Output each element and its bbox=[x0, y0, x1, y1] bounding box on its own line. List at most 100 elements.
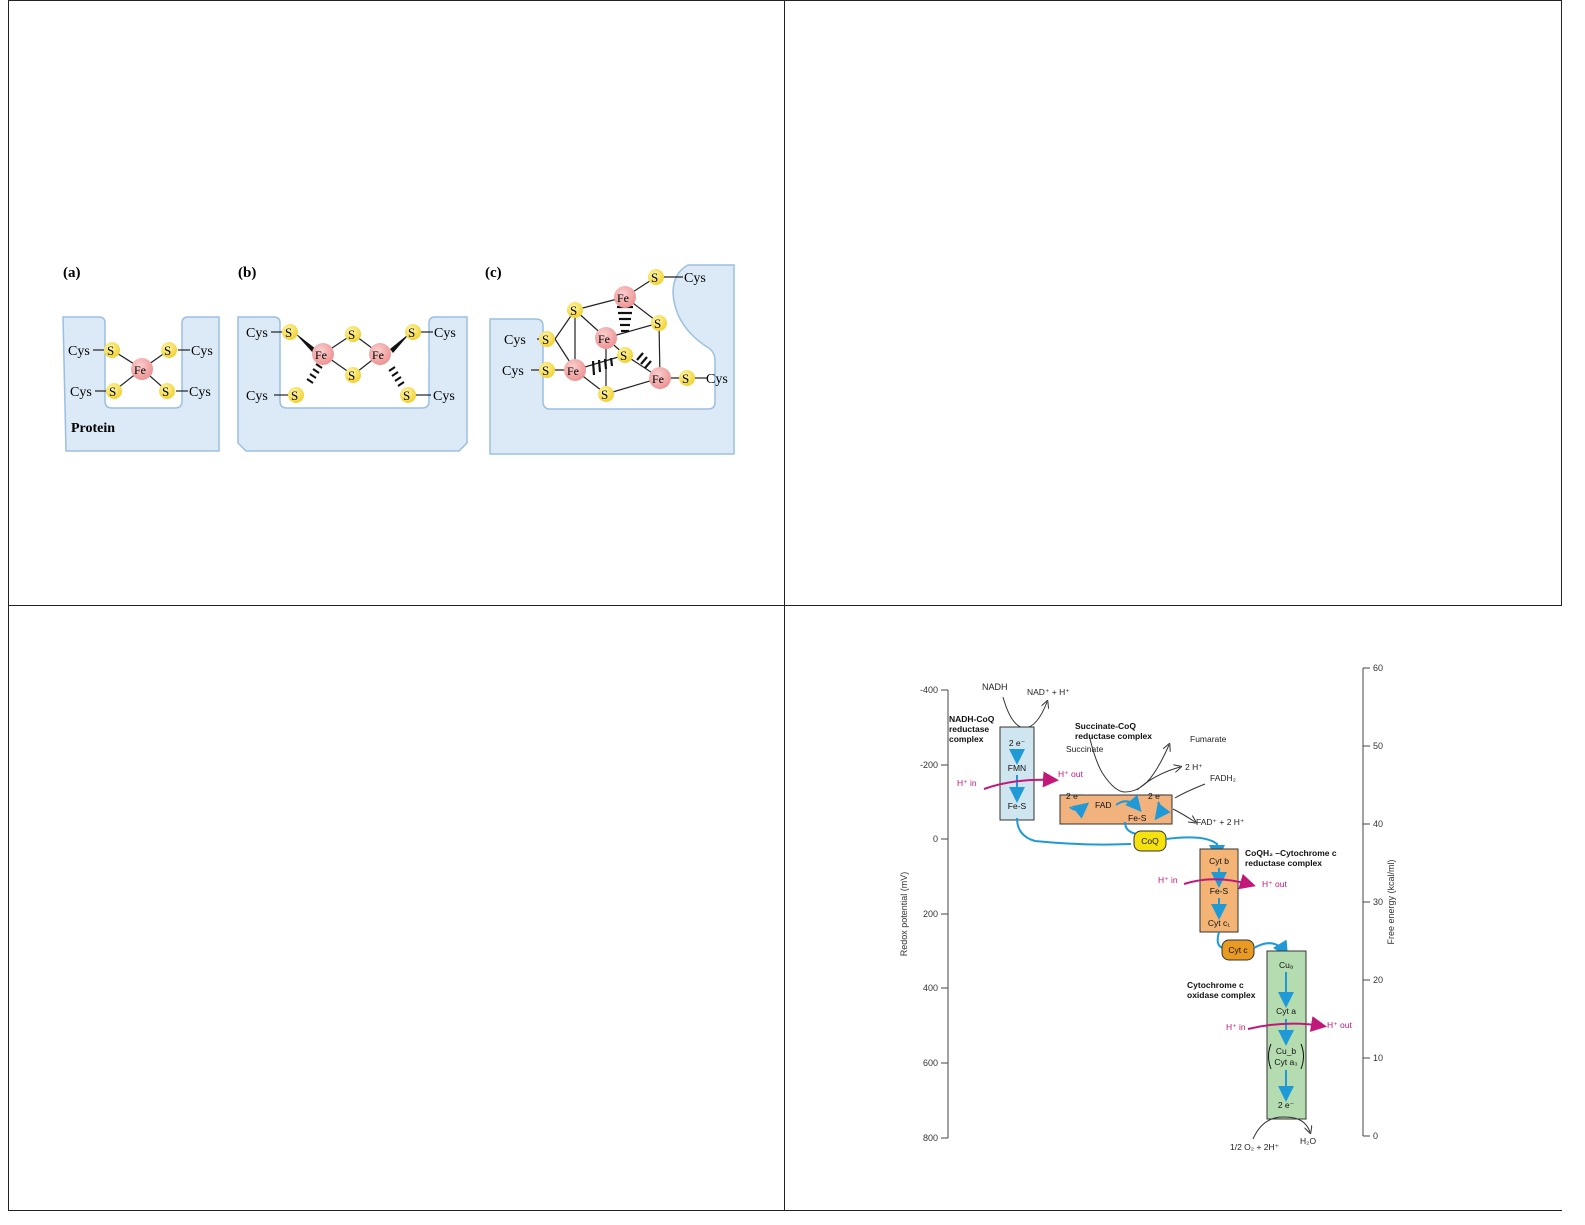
svg-text:Fe: Fe bbox=[567, 364, 579, 378]
atoms-text-c: S S S S S S S S Fe Fe Fe Fe Cys Cys Cys … bbox=[502, 270, 728, 402]
redox-tick-labels: -400 -200 0 200 400 600 800 bbox=[920, 685, 938, 1143]
sulfur-atom bbox=[539, 362, 555, 378]
complex-ii-components: 2 e⁻ 2 e⁻ FAD Fe-S bbox=[1066, 791, 1165, 823]
blank-panel-bottom-left bbox=[8, 605, 785, 1211]
protein-label: Protein bbox=[71, 421, 115, 436]
sulfur-atom bbox=[539, 331, 555, 347]
svg-text:Cyt a₃: Cyt a₃ bbox=[1274, 1057, 1297, 1067]
svg-text:2 H⁺: 2 H⁺ bbox=[1185, 762, 1203, 772]
iron-atom bbox=[564, 359, 586, 381]
svg-text:Cys: Cys bbox=[246, 389, 268, 404]
svg-text:Fe: Fe bbox=[652, 372, 664, 386]
complex-i-box bbox=[999, 726, 1035, 821]
svg-text:Fe: Fe bbox=[372, 348, 384, 362]
energy-tick-labels: 60 50 40 30 20 10 0 bbox=[1373, 663, 1383, 1141]
h-in-label: H⁺ in bbox=[957, 778, 977, 788]
fadh2-arrow bbox=[1174, 783, 1206, 799]
svg-text:oxidase complex: oxidase complex bbox=[1187, 990, 1256, 1000]
sulfur-atom bbox=[106, 383, 122, 399]
fes-cluster-figure: (a) S S S S Fe Cys Cys Cys Cys Prote bbox=[62, 264, 735, 455]
svg-text:0: 0 bbox=[1373, 1131, 1378, 1141]
svg-text:S: S bbox=[162, 384, 169, 399]
succinate-arrow bbox=[1089, 738, 1169, 793]
svg-text:S: S bbox=[164, 343, 171, 358]
svg-text:Cyt a: Cyt a bbox=[1276, 1006, 1296, 1016]
svg-text:800: 800 bbox=[923, 1133, 938, 1143]
svg-text:S: S bbox=[620, 348, 627, 363]
redox-axis: -400 -200 0 200 400 600 800 Redox potent… bbox=[899, 685, 949, 1143]
sulfur-atom bbox=[567, 302, 583, 318]
svg-text:FAD⁺ + 2 H⁺: FAD⁺ + 2 H⁺ bbox=[1196, 817, 1245, 827]
svg-text:Fe: Fe bbox=[598, 332, 610, 346]
svg-text:Cytochrome c: Cytochrome c bbox=[1187, 980, 1244, 990]
svg-text:30: 30 bbox=[1373, 897, 1383, 907]
h-out-label: H⁺ out bbox=[1262, 879, 1287, 889]
redox-axis-label: Redox potential (mV) bbox=[899, 872, 909, 957]
svg-text:Cys: Cys bbox=[684, 271, 706, 286]
svg-text:Fe: Fe bbox=[134, 363, 146, 377]
svg-text:S: S bbox=[291, 388, 298, 403]
svg-text:Cu_b: Cu_b bbox=[1276, 1046, 1297, 1056]
svg-text:Cyt c₁: Cyt c₁ bbox=[1208, 918, 1230, 928]
h-out-label: H⁺ out bbox=[1058, 769, 1083, 779]
electron-transport-panel: -400 -200 0 200 400 600 800 Redox potent… bbox=[784, 605, 1562, 1211]
svg-text:10: 10 bbox=[1373, 1053, 1383, 1063]
svg-text:reductase: reductase bbox=[949, 724, 989, 734]
proton-pump-i bbox=[983, 771, 1059, 790]
iron-atom bbox=[614, 286, 636, 308]
svg-text:2 e⁻: 2 e⁻ bbox=[1066, 791, 1083, 801]
svg-text:reductase complex: reductase complex bbox=[1245, 858, 1322, 868]
label-b: (b) bbox=[238, 265, 256, 281]
sulfur-atom bbox=[161, 342, 177, 358]
svg-text:S: S bbox=[601, 387, 608, 402]
sulfur-atom bbox=[345, 326, 361, 342]
svg-text:S: S bbox=[542, 363, 549, 378]
sulfur-atom bbox=[405, 324, 421, 340]
atoms-text-a: S S S S Fe Cys Cys Cys Cys bbox=[68, 343, 213, 400]
svg-text:complex: complex bbox=[949, 734, 984, 744]
iron-atom bbox=[369, 343, 391, 365]
svg-text:Cys: Cys bbox=[433, 389, 455, 404]
complex-ii-title: Succinate-CoQ reductase complex bbox=[1075, 721, 1152, 741]
coq-label: CoQ bbox=[1141, 836, 1159, 846]
sulfur-atom bbox=[617, 347, 633, 363]
svg-text:S: S bbox=[408, 325, 415, 340]
cytc-label: Cyt c bbox=[1228, 945, 1248, 955]
electron-arrow bbox=[1115, 794, 1142, 813]
svg-text:60: 60 bbox=[1373, 663, 1383, 673]
svg-text:Fe-S: Fe-S bbox=[1008, 801, 1027, 811]
wedge-bond bbox=[390, 332, 411, 353]
label-c: (c) bbox=[485, 265, 502, 281]
iron-atom bbox=[131, 358, 153, 380]
iron-atom bbox=[312, 343, 334, 365]
svg-text:Cys: Cys bbox=[68, 344, 90, 359]
svg-text:Cuₐ: Cuₐ bbox=[1279, 960, 1294, 970]
h-in-label: H⁺ in bbox=[1158, 875, 1178, 885]
electron-flow-coq bbox=[1016, 817, 1131, 846]
svg-text:S: S bbox=[651, 270, 658, 285]
fad-arrow bbox=[1172, 808, 1195, 822]
sulfur-atom bbox=[159, 383, 175, 399]
svg-text:S: S bbox=[285, 325, 292, 340]
svg-text:FAD: FAD bbox=[1095, 800, 1112, 810]
cytc-carrier bbox=[1221, 939, 1255, 961]
svg-text:600: 600 bbox=[923, 1058, 938, 1068]
h-out-label: H⁺ out bbox=[1327, 1020, 1352, 1030]
svg-text:Cys: Cys bbox=[706, 372, 728, 387]
svg-text:FADH₂: FADH₂ bbox=[1210, 773, 1236, 783]
sulfur-atom bbox=[400, 387, 416, 403]
complex-iv-components: Cuₐ Cyt a Cu_b Cyt a₃ 2 e⁻ bbox=[1274, 960, 1297, 1110]
sulfur-atom bbox=[679, 370, 695, 386]
paren-right bbox=[1300, 1043, 1304, 1070]
paren-left bbox=[1268, 1043, 1272, 1070]
hashed-bonds-b bbox=[306, 363, 405, 387]
complex-i-components: 2 e⁻ FMN Fe-S bbox=[1008, 738, 1027, 811]
iron-atom bbox=[649, 367, 671, 389]
svg-text:Fumarate: Fumarate bbox=[1190, 734, 1227, 744]
svg-text:2 e⁻: 2 e⁻ bbox=[1148, 791, 1165, 801]
free-energy-axis: 60 50 40 30 20 10 0 Free energy (kcal/ml… bbox=[1362, 663, 1396, 1141]
electron-arrow bbox=[1069, 802, 1090, 819]
complex-i-title: NADH-CoQ reductase complex bbox=[949, 714, 995, 744]
svg-text:reductase complex: reductase complex bbox=[1075, 731, 1152, 741]
svg-text:S: S bbox=[109, 384, 116, 399]
